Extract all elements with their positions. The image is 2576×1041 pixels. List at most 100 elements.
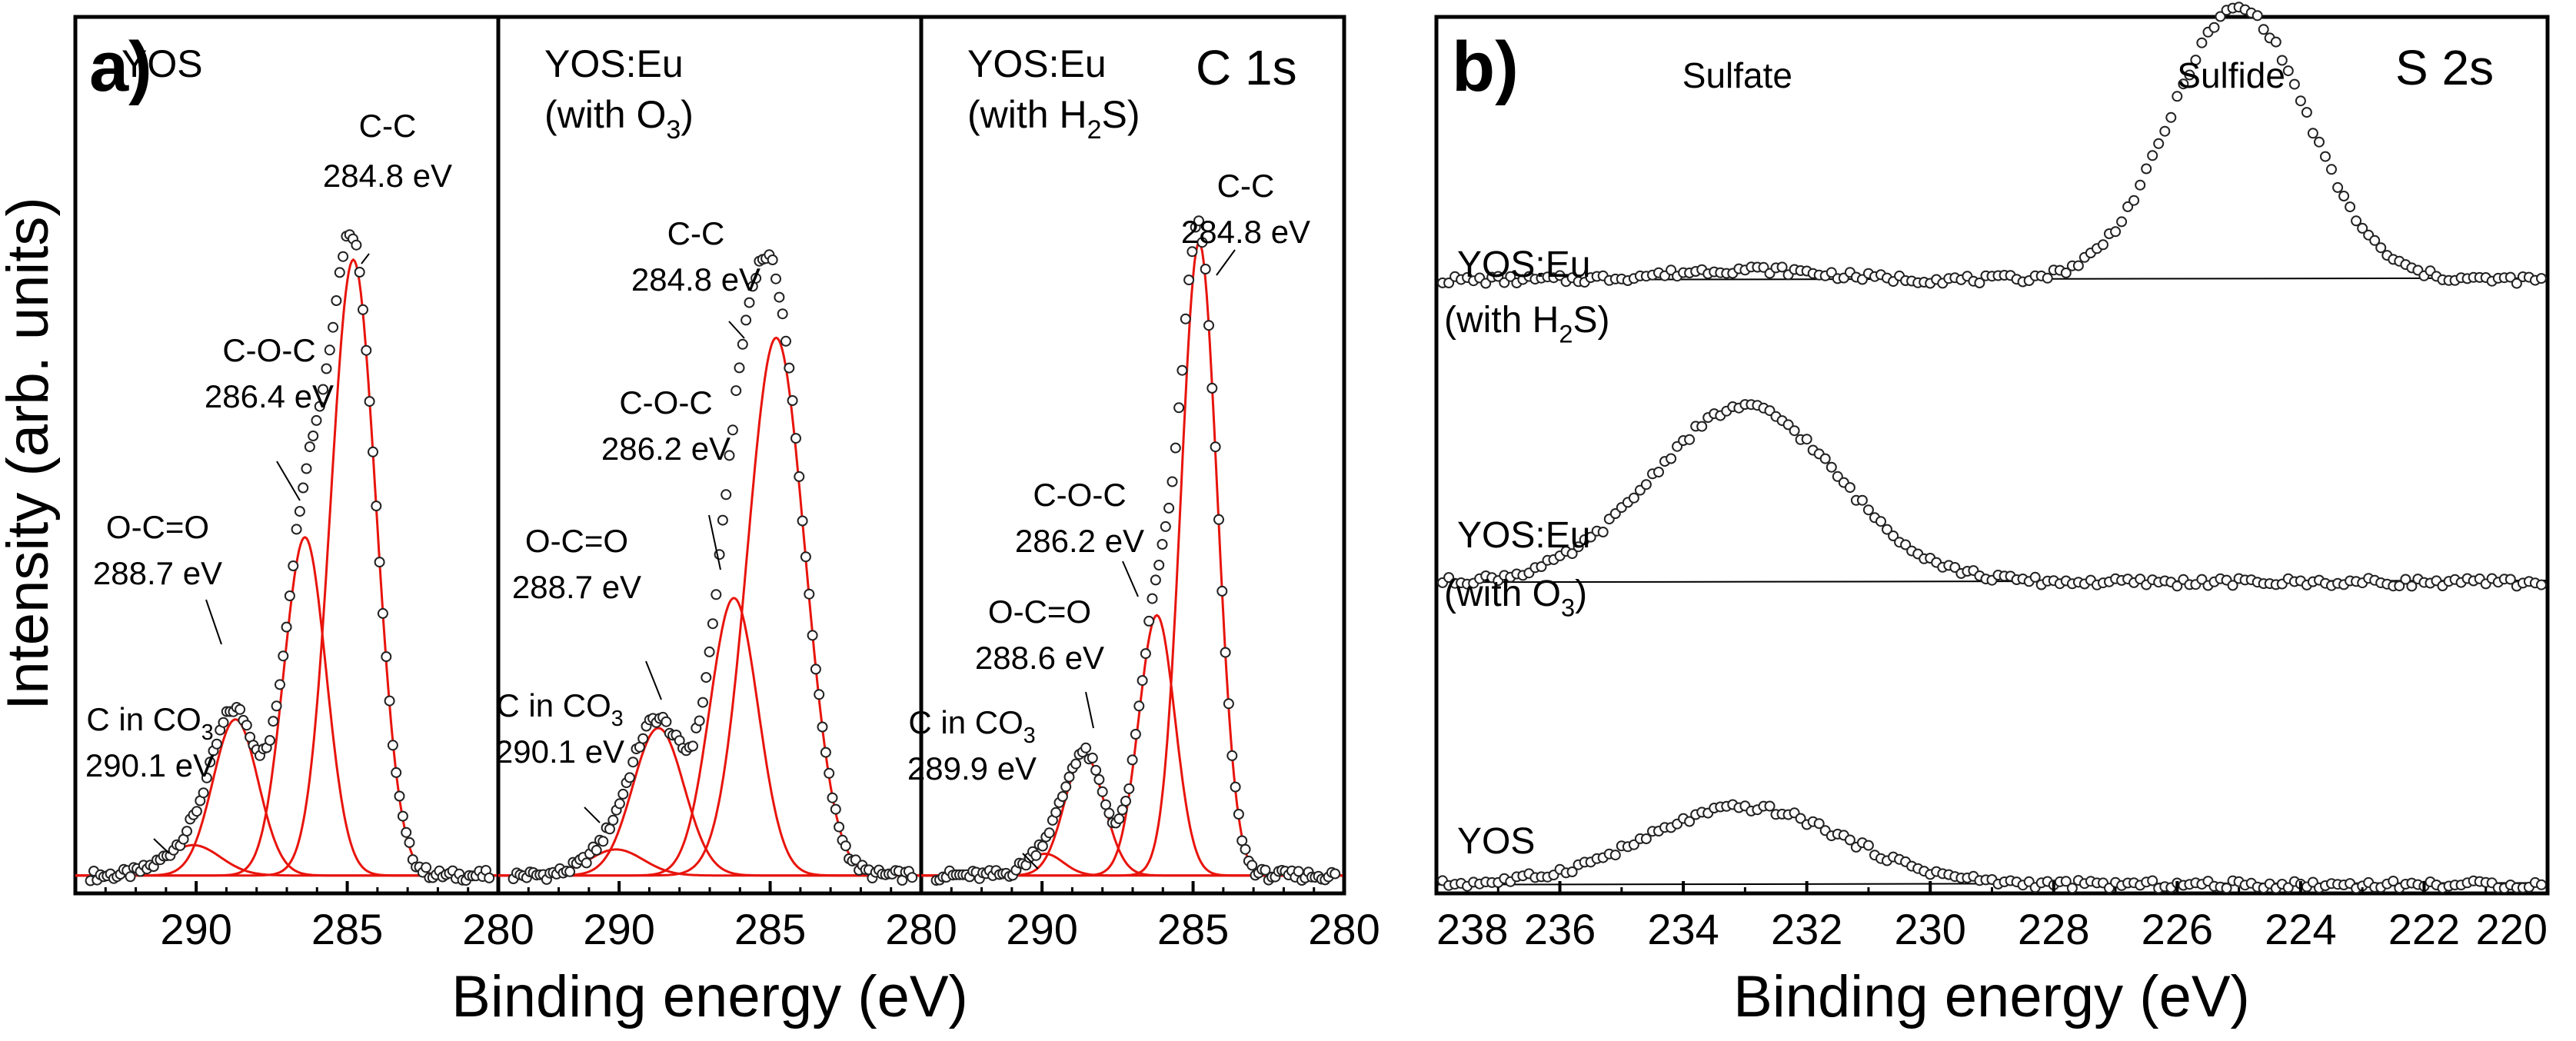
data-point [284, 590, 295, 601]
data-point [1882, 524, 1892, 535]
sample-subtitle-1-main: (with O [544, 93, 666, 136]
data-point [318, 384, 329, 395]
data-point [205, 757, 216, 768]
data-point [1666, 264, 1677, 276]
x-tick-label: 224 [2265, 905, 2336, 953]
panel-b-core-label: S 2s [2395, 40, 2494, 95]
data-point [2066, 883, 2078, 894]
data-point [1203, 320, 1214, 331]
data-point [591, 844, 602, 856]
data-point [1063, 771, 1075, 783]
data-point [2400, 574, 2411, 585]
data-point [2394, 580, 2405, 592]
data-point [1862, 504, 1874, 516]
peak-energy-label-0-0: 284.8 eV [323, 158, 452, 194]
data-point [627, 757, 639, 768]
data-point [1609, 508, 1621, 519]
data-point [1097, 786, 1108, 797]
data-point [2258, 24, 2269, 35]
peak-label-1-3-sub: 3 [611, 707, 624, 731]
data-point [201, 772, 212, 783]
panel-a: YOS C-C 284.8 eV C-O-C 286.4 eV O-C=O 288.7 eV… [0, 15, 1380, 1029]
peak-name-label-1: Sulfide [2177, 55, 2285, 95]
data-point [797, 515, 808, 527]
data-point [617, 788, 629, 800]
data-point [1844, 834, 1855, 846]
data-point [2196, 37, 2208, 48]
panel-b-frame [1434, 15, 2550, 896]
leader-line [1122, 560, 1139, 597]
data-point [198, 787, 209, 799]
data-point [1173, 402, 1185, 414]
peak-label-2-1: C-O-C [1033, 477, 1126, 513]
data-point [2165, 111, 2177, 123]
data-point [1795, 813, 1806, 824]
data-point [2301, 107, 2312, 118]
data-point [1133, 700, 1145, 712]
data-point [824, 767, 835, 779]
data-point [1330, 868, 1341, 880]
peak-label-1-1: C-O-C [619, 384, 712, 421]
data-point [358, 304, 368, 315]
data-point [397, 810, 408, 822]
sample-subtitle-2-main: (with H [967, 93, 1087, 136]
data-point [1103, 807, 1115, 819]
series-sublabel-1-end: ) [1575, 574, 1587, 614]
data-point [830, 803, 841, 815]
data-point [1150, 574, 1161, 586]
sample-title-0: YOS [121, 42, 203, 85]
data-point [2536, 579, 2547, 590]
data-point [597, 836, 609, 847]
data-point [288, 560, 299, 571]
data-point [2060, 268, 2072, 278]
data-point [2375, 242, 2387, 254]
x-tick-label: 285 [1157, 905, 1229, 953]
series-label-0: YOS:Eu [1457, 244, 1590, 285]
data-point [751, 272, 762, 284]
data-point [607, 814, 619, 826]
data-point [311, 414, 322, 426]
data-point [1825, 267, 1837, 278]
data-point [268, 716, 279, 727]
data-point [1193, 215, 1204, 227]
peak-label-2-3-sub: 3 [1023, 723, 1036, 748]
data-point [770, 273, 781, 284]
data-point [1147, 593, 1158, 604]
data-point [711, 589, 722, 600]
data-point [278, 650, 289, 662]
series-label-1: YOS:Eu [1457, 515, 1590, 556]
peak-label-1-3: C in CO3 [496, 687, 623, 731]
data-point [1566, 866, 1578, 877]
data-point [1566, 548, 1578, 560]
x-tick-label: 280 [462, 905, 534, 953]
data-point [331, 295, 342, 306]
data-point [2357, 222, 2368, 234]
data-point [1640, 479, 1652, 491]
sample-subtitle-1-sub: 3 [666, 115, 681, 145]
data-point [1090, 764, 1102, 776]
sample-subtitle-1: (with O3) [544, 93, 694, 145]
data-point [1087, 752, 1098, 763]
data-point [1143, 615, 1155, 627]
peak-label-0-3-sub: 3 [201, 720, 214, 745]
sample-subtitle-1-end: ) [681, 93, 694, 136]
data-point [1240, 843, 1251, 855]
data-point [2276, 55, 2288, 66]
data-point [1060, 781, 1072, 793]
data-point [1789, 425, 1800, 437]
data-point [1057, 791, 1068, 802]
data-point [780, 335, 791, 347]
data-point [807, 630, 818, 641]
data-point [800, 551, 811, 563]
data-point [401, 826, 412, 838]
data-point [321, 363, 332, 374]
data-point [1230, 781, 1241, 793]
x-tick-label: 285 [734, 905, 806, 953]
data-point [1157, 539, 1168, 550]
leader-line [153, 838, 170, 854]
data-point [1597, 527, 1609, 537]
peak-energy-label-2-3: 289.9 eV [907, 750, 1037, 787]
data-point [304, 441, 315, 453]
sample-subtitle-2: (with H2S) [967, 93, 1140, 145]
